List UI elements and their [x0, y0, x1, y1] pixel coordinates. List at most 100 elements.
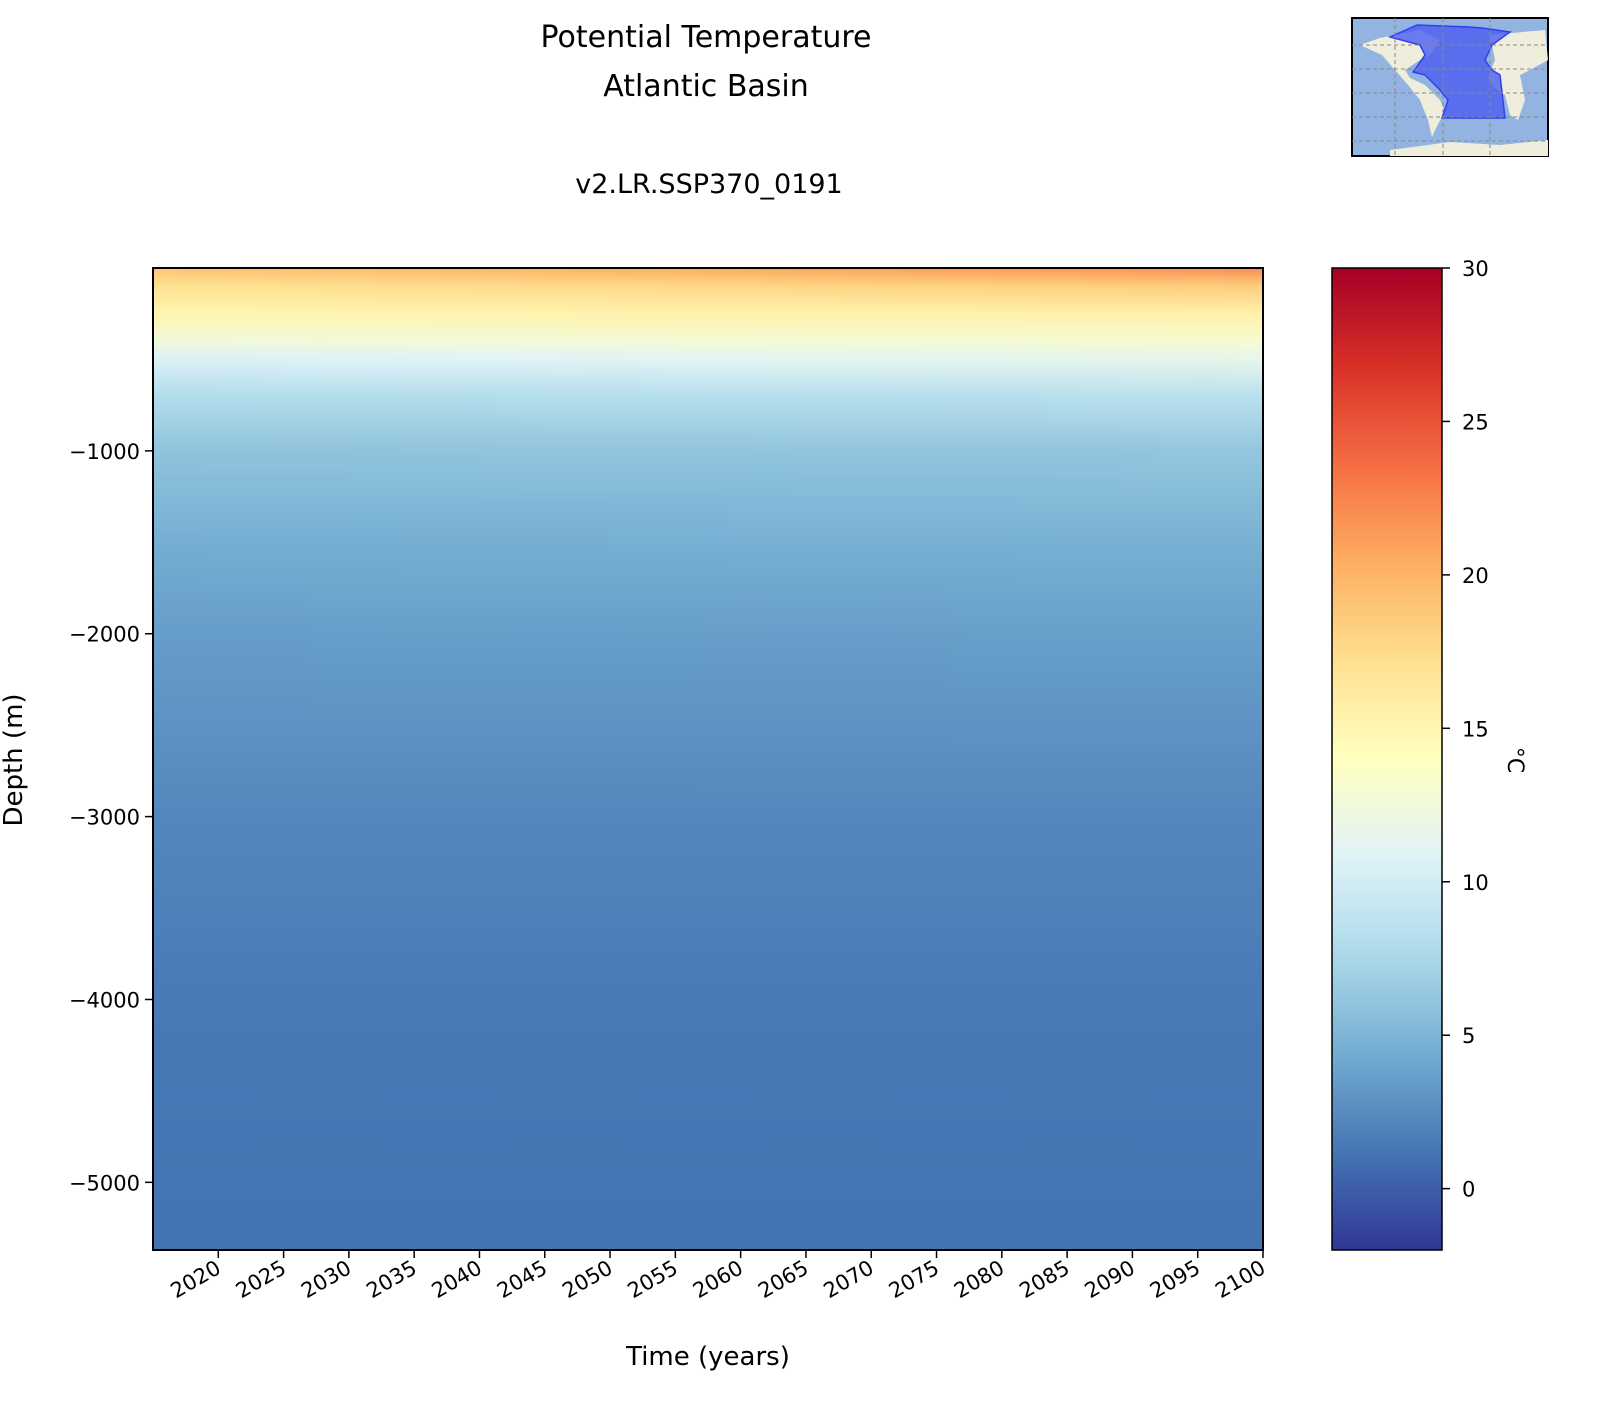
heatmap-column	[257, 268, 272, 1250]
heatmap-column	[309, 268, 324, 1250]
x-tick-label: 2100	[1211, 1256, 1269, 1304]
heatmap-column	[518, 268, 533, 1250]
heatmap-column	[388, 268, 402, 1250]
heatmap-column	[179, 268, 193, 1250]
heatmap-column	[1184, 268, 1199, 1250]
heatmap-column	[753, 268, 768, 1250]
x-tick-label: 2030	[297, 1256, 355, 1304]
heatmap-column	[1106, 268, 1120, 1250]
heatmap-column	[1210, 268, 1225, 1250]
heatmap-column	[871, 268, 885, 1250]
heatmap-column	[805, 268, 820, 1250]
x-tick-label: 2035	[362, 1256, 420, 1304]
heatmap-column	[1132, 268, 1147, 1250]
inset-map	[1351, 17, 1549, 157]
y-tick-label: −1000	[69, 440, 140, 464]
x-tick-label: 2075	[885, 1256, 943, 1304]
heatmap-column	[819, 268, 833, 1250]
heatmap-column	[1119, 268, 1134, 1250]
atlantic-basin-region	[1387, 24, 1512, 119]
heatmap-column	[244, 268, 259, 1250]
chart-subtitle: v2.LR.SSP370_0191	[575, 169, 842, 200]
heatmap-column	[361, 268, 376, 1250]
heatmap-column	[832, 268, 846, 1250]
heatmap-column	[897, 268, 912, 1250]
heatmap-column	[1080, 268, 1094, 1250]
heatmap-column	[845, 268, 859, 1250]
heatmap-column	[1158, 268, 1173, 1250]
chart-title-line-1: Potential Temperature	[541, 20, 872, 55]
heatmap-column	[1027, 268, 1042, 1250]
heatmap-column	[348, 268, 363, 1250]
colorbar-tick-label: 0	[1462, 1178, 1475, 1202]
heatmap-column	[401, 268, 415, 1250]
heatmap-column	[153, 268, 167, 1250]
heatmap-column	[949, 268, 964, 1250]
y-tick-label: −4000	[69, 988, 140, 1012]
heatmap-column	[1014, 268, 1029, 1250]
colorbar	[1331, 267, 1443, 1251]
heatmap-column	[936, 268, 951, 1250]
heatmap-column	[701, 268, 716, 1250]
heatmap-column	[1197, 268, 1212, 1250]
x-tick-label: 2045	[493, 1256, 551, 1304]
x-tick-label: 2070	[819, 1256, 877, 1304]
land-antarctica	[1390, 140, 1548, 156]
heatmap-column	[988, 268, 1003, 1250]
heatmap-column	[792, 268, 807, 1250]
heatmap-column	[414, 268, 428, 1250]
heatmap-column	[975, 268, 990, 1250]
heatmap-column	[1054, 268, 1068, 1250]
heatmap-column	[583, 268, 598, 1250]
heatmap-column	[453, 268, 468, 1250]
heatmap-column	[923, 268, 938, 1250]
heatmap-column	[714, 268, 729, 1250]
plot-frame	[152, 267, 1264, 1251]
heatmap-column	[649, 268, 663, 1250]
heatmap-column	[727, 268, 742, 1250]
heatmap-column	[218, 268, 232, 1250]
heatmap-column	[884, 268, 898, 1250]
colorbar-tick-label: 30	[1462, 257, 1489, 281]
heatmap-column	[270, 268, 285, 1250]
y-axis-label: Depth (m)	[0, 693, 29, 826]
land-africa-europe	[1488, 30, 1548, 120]
heatmap-column	[531, 268, 546, 1250]
x-axis-label: Time (years)	[625, 1342, 790, 1372]
heatmap-column	[858, 268, 872, 1250]
heatmap-column	[466, 268, 481, 1250]
heatmap-column	[322, 268, 337, 1250]
x-axis: 2020 2025 2030 2035 2040 2045 2050 2055 2060 2065…	[167, 1250, 1270, 1303]
y-axis: −1000 −2000 −3000 −4000 −5000	[69, 440, 153, 1195]
heatmap-column	[283, 268, 298, 1250]
x-tick-label: 2025	[232, 1256, 290, 1304]
heatmap-column	[1093, 268, 1107, 1250]
heatmap-column	[1223, 268, 1238, 1250]
heatmap-column	[1041, 268, 1055, 1250]
heatmap-column	[1249, 268, 1264, 1250]
heatmap-column	[688, 268, 703, 1250]
x-tick-label: 2050	[558, 1256, 616, 1304]
heatmap-column	[335, 268, 350, 1250]
heatmap-column	[597, 268, 611, 1250]
heatmap-column	[492, 268, 507, 1250]
colorbar-tick-label: 10	[1462, 871, 1489, 895]
heatmap-column	[1236, 268, 1251, 1250]
heatmap-column	[544, 268, 559, 1250]
x-tick-label: 2065	[754, 1256, 812, 1304]
x-tick-label: 2040	[428, 1256, 486, 1304]
heatmap-column	[192, 268, 206, 1250]
y-tick-label: −3000	[69, 806, 140, 830]
heatmap-column	[662, 268, 676, 1250]
heatmap-column	[375, 268, 389, 1250]
heatmap-column	[766, 268, 781, 1250]
heatmap-column	[505, 268, 520, 1250]
heatmap	[153, 268, 1264, 1250]
heatmap-column	[1067, 268, 1081, 1250]
heatmap-column	[623, 268, 637, 1250]
y-tick-label: −5000	[69, 1171, 140, 1195]
chart-title-line-2: Atlantic Basin	[603, 69, 809, 104]
heatmap-column	[962, 268, 977, 1250]
colorbar-label: °C	[1502, 747, 1527, 773]
